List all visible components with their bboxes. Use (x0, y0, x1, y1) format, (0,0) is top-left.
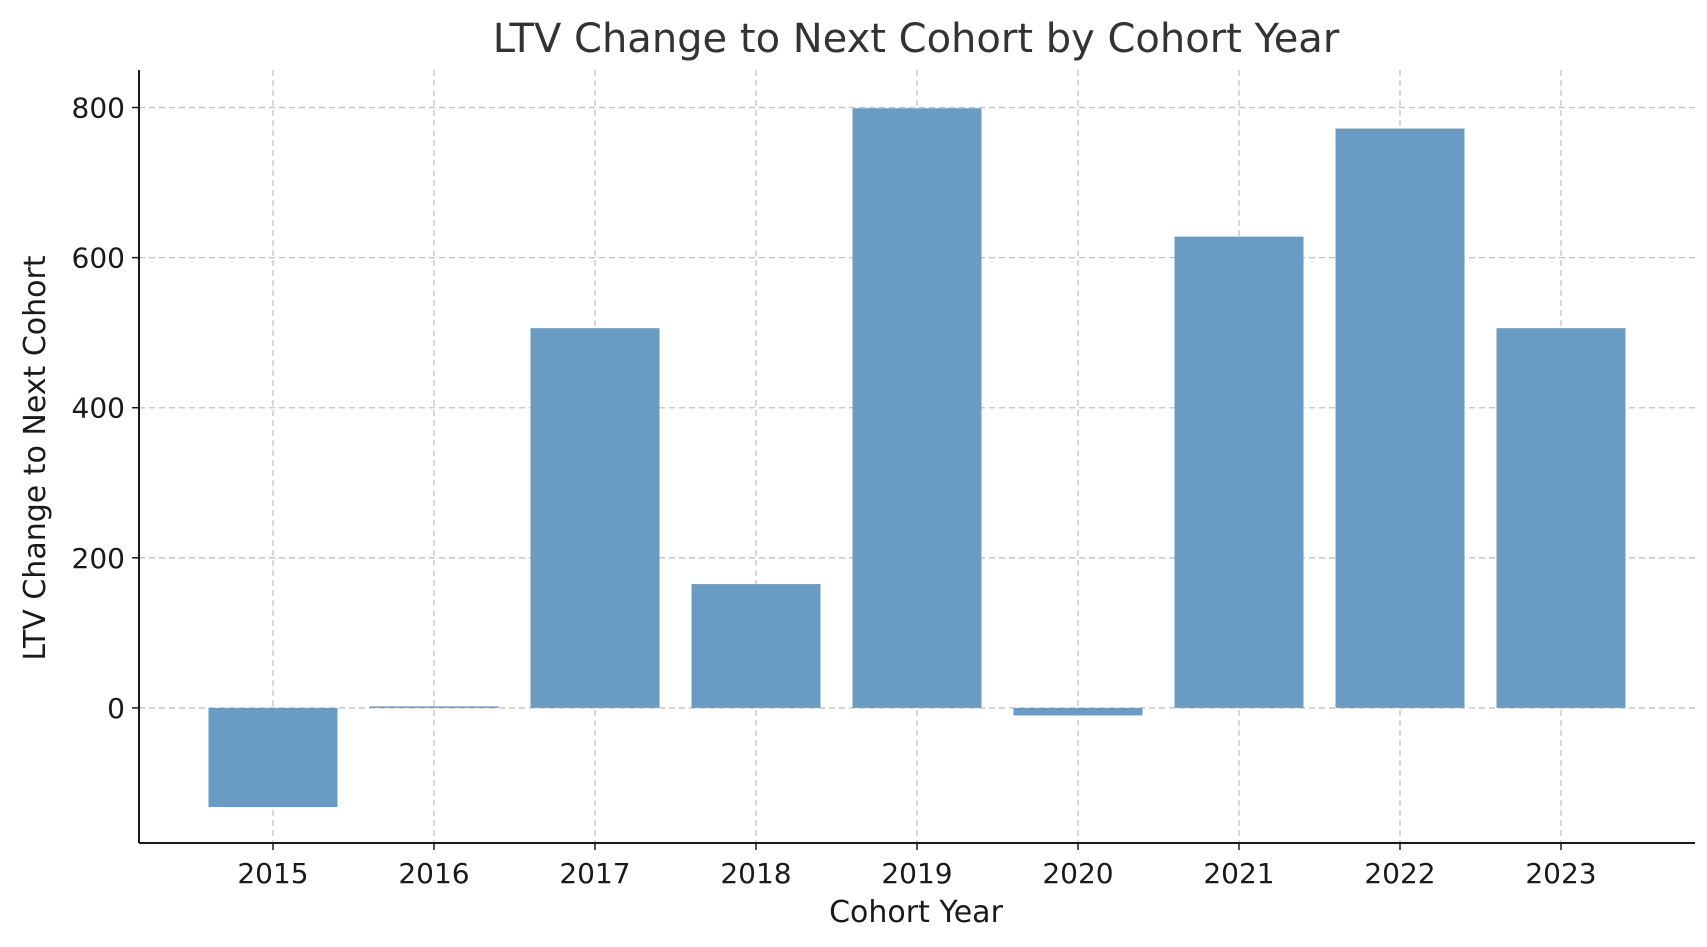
x-tick-label: 2019 (881, 857, 952, 890)
bar-2020 (1013, 707, 1143, 716)
x-tick-label: 2021 (1203, 857, 1274, 890)
x-tick-label: 2020 (1042, 857, 1113, 890)
chart-title: LTV Change to Next Cohort by Cohort Year (493, 16, 1340, 62)
bar-2021 (1174, 236, 1304, 708)
ticks: 0 200 400 600 800 2015 2016 2017 2018 2019 2020 202… (72, 92, 1597, 890)
x-tick-label: 2018 (720, 857, 791, 890)
y-tick-label: 200 (72, 542, 125, 575)
y-tick-label: 0 (107, 692, 125, 725)
x-axis-label: Cohort Year (829, 895, 1003, 930)
x-tick-label: 2015 (237, 857, 308, 890)
bar-2018 (691, 584, 821, 708)
y-tick-label: 600 (72, 242, 125, 275)
bar-2019 (852, 108, 982, 708)
bars (208, 108, 1626, 807)
bar-2023 (1496, 328, 1626, 708)
x-tick-label: 2016 (398, 857, 469, 890)
y-axis-label: LTV Change to Next Cohort (18, 255, 53, 660)
y-tick-label: 800 (72, 92, 125, 125)
bar-2015 (208, 707, 338, 807)
bar-2016 (369, 706, 499, 708)
bar-2017 (530, 328, 660, 708)
x-tick-label: 2017 (559, 857, 630, 890)
y-tick-label: 400 (72, 392, 125, 425)
x-tick-label: 2023 (1525, 857, 1596, 890)
x-tick-label: 2022 (1364, 857, 1435, 890)
bar-2022 (1335, 128, 1465, 708)
